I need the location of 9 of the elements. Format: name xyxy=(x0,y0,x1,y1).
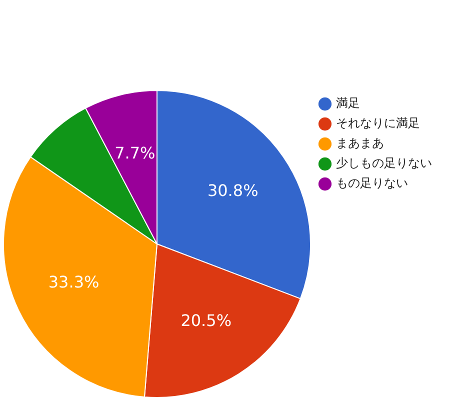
data-label: 30.8% xyxy=(207,180,258,200)
legend-label: もの足りない xyxy=(336,176,408,190)
data-label: 33.3% xyxy=(48,272,100,292)
legend-label: 満足 xyxy=(336,96,360,110)
legend-label: それなりに満足 xyxy=(336,116,420,130)
data-label: 20.5% xyxy=(180,311,232,330)
legend-label: 少しもの足りない xyxy=(336,156,432,170)
data-label: 7.7% xyxy=(114,144,156,163)
legend-label: まあまあ xyxy=(336,136,384,150)
